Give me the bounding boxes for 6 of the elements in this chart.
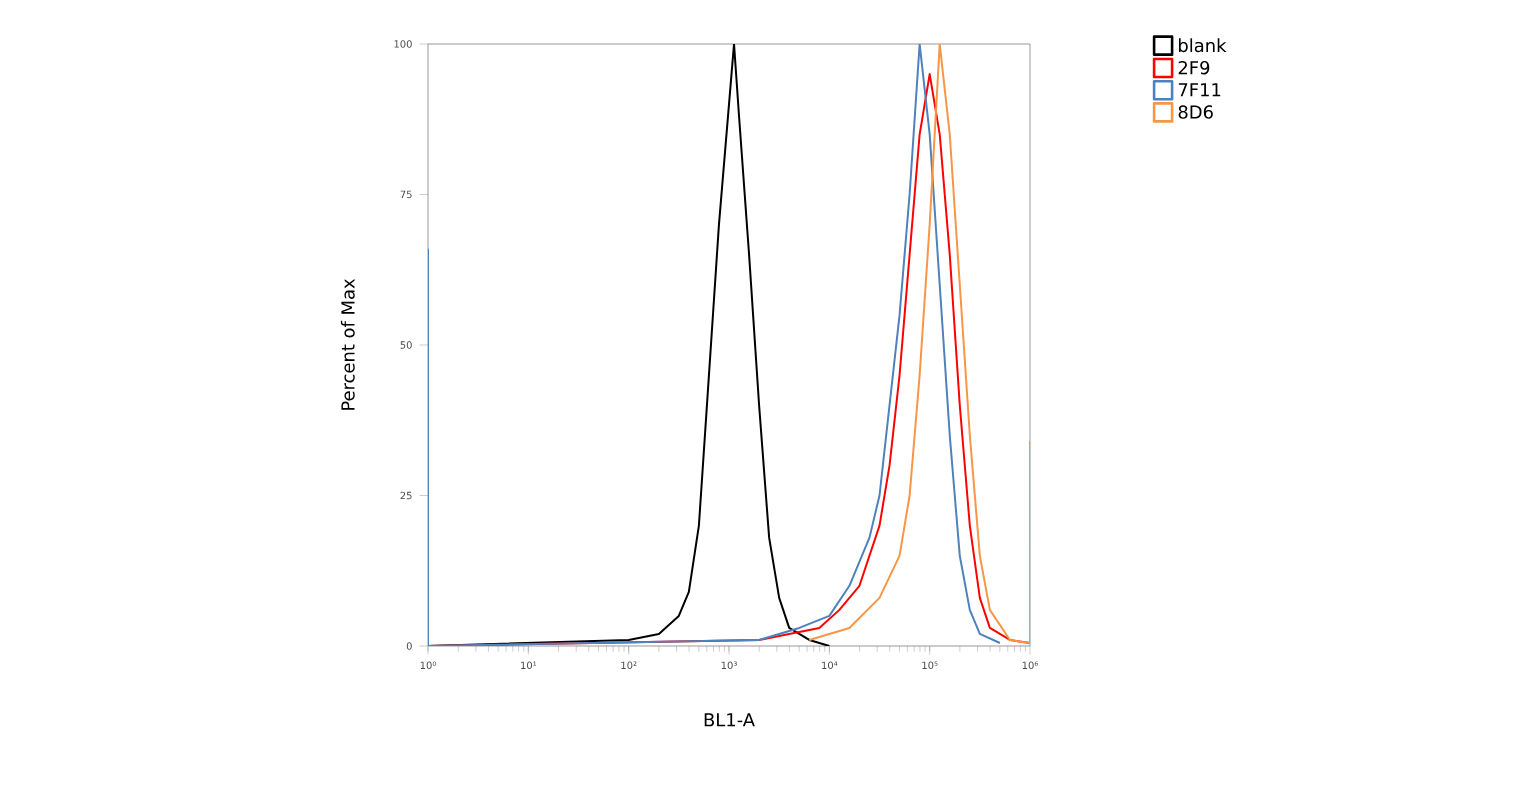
y-axis-title: Percent of Max: [340, 278, 355, 410]
legend-label: blank: [1179, 38, 1227, 53]
legend-label: 7F11: [1178, 83, 1221, 97]
legend-label: 2F9: [1178, 60, 1210, 75]
x-axis-title: BL1-A: [704, 713, 755, 727]
legend-label: 8D6: [1178, 105, 1213, 119]
